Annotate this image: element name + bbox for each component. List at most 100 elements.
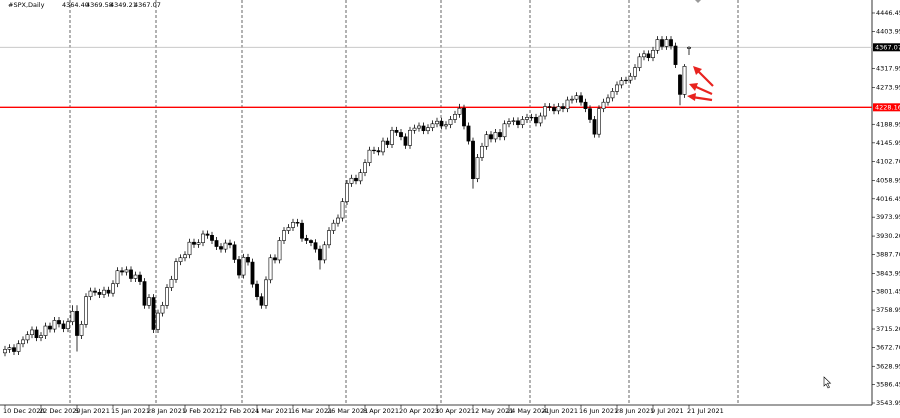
candle-body: [601, 101, 606, 109]
candle-body: [457, 107, 462, 115]
candle-body: [142, 281, 147, 306]
candle-body: [372, 149, 376, 152]
candle-body: [493, 132, 498, 140]
candle-body: [102, 289, 106, 295]
level-label: 4228.16: [875, 103, 900, 111]
candle-body: [394, 129, 399, 133]
candle-body: [160, 305, 165, 314]
candle-body: [282, 230, 286, 241]
candle-body: [255, 283, 259, 297]
candle-body: [241, 257, 246, 276]
candle-body: [363, 162, 367, 173]
candle-body: [390, 129, 394, 145]
candle-body: [169, 279, 174, 288]
x-tick-label: 24 May 2021: [507, 407, 549, 415]
candle-body: [448, 119, 453, 125]
candle-body: [367, 149, 372, 164]
candle-body: [417, 125, 421, 129]
candle-body: [300, 222, 304, 239]
candle-body: [336, 217, 340, 224]
candle-body: [345, 183, 349, 202]
y-tick-label: 4145.95: [876, 139, 900, 147]
candle-body: [3, 349, 7, 354]
candle-body: [273, 257, 277, 261]
candle-body: [237, 259, 241, 276]
candle-body: [52, 320, 57, 330]
candle-body: [151, 297, 156, 330]
x-tick-label: 16 Mar 2021: [291, 407, 332, 415]
arrows: [687, 66, 714, 102]
x-tick-label: 16 Jun 2021: [579, 407, 618, 415]
candle-body: [120, 270, 124, 273]
x-tick-label: 15 Jan 2021: [111, 407, 150, 415]
x-tick-label: 12 May 2021: [471, 407, 513, 415]
candle-body: [66, 321, 70, 329]
candle-body: [286, 227, 291, 231]
candle-body: [124, 269, 129, 273]
x-tick-label: 10 Dec 2020: [3, 407, 45, 415]
candle-body: [129, 269, 133, 279]
x-tick-label: 28 Jan 2021: [147, 407, 186, 415]
candle-body: [498, 132, 502, 138]
y-tick-label: 3586.45: [876, 381, 900, 389]
candle-body: [349, 177, 354, 184]
x-tick-label: 5 Jan 2021: [75, 407, 110, 415]
candle-body: [223, 242, 228, 250]
candle-body: [687, 46, 691, 49]
candle-body: [309, 240, 313, 243]
scroll-marker: [695, 0, 701, 3]
candle-body: [48, 325, 52, 330]
candle-body: [412, 127, 417, 131]
candle-body: [30, 329, 34, 335]
candle-body: [421, 125, 426, 132]
candle-body: [480, 145, 484, 158]
candle-body: [592, 119, 597, 135]
candle-body: [268, 257, 273, 281]
candle-body: [529, 117, 534, 119]
month-separators: [69, 0, 739, 405]
x-tick-label: 30 Apr 2021: [435, 407, 475, 415]
x-tick-label: 4 Mar 2021: [255, 407, 292, 415]
candle-body: [165, 287, 169, 306]
candle-body: [115, 270, 120, 284]
candle-body: [7, 347, 12, 350]
candle-body: [606, 97, 610, 103]
candle-body: [246, 257, 250, 263]
candle-body: [138, 274, 142, 282]
candle-body: [565, 99, 570, 109]
y-tick-label: 3973.95: [876, 213, 900, 221]
candle-body: [646, 53, 651, 58]
candle-body: [466, 125, 471, 142]
candle-body: [502, 123, 507, 138]
x-tick-label: 4 Jun 2021: [543, 407, 578, 415]
candle-body: [538, 115, 543, 124]
y-tick-label: 3628.95: [876, 362, 900, 370]
x-tick-label: 20 Apr 2021: [399, 407, 439, 415]
candle-body: [399, 132, 403, 138]
candle-body: [655, 39, 660, 51]
y-tick-label: 3887.70: [876, 250, 900, 258]
candle-body: [615, 84, 619, 92]
candle-body: [633, 67, 637, 77]
y-tick-label: 3801.45: [876, 288, 900, 296]
candle-body: [462, 107, 466, 127]
y-tick-label: 4058.95: [876, 176, 900, 184]
candle-body: [304, 238, 309, 241]
y-tick-label: 3930.20: [876, 232, 900, 240]
candle-body: [178, 257, 183, 262]
candle-body: [34, 329, 39, 339]
candle-body: [484, 134, 489, 147]
candle-body: [444, 124, 448, 127]
candle-body: [43, 325, 48, 336]
candle-body: [570, 98, 574, 101]
candle-body: [205, 233, 210, 236]
candle-body: [174, 261, 178, 280]
candle-body: [543, 106, 547, 117]
candle-body: [358, 172, 363, 182]
candle-body: [61, 323, 66, 329]
candle-body: [291, 222, 295, 228]
candle-body: [525, 117, 529, 120]
candle-body: [619, 80, 624, 86]
candle-body: [678, 74, 682, 95]
price-label-bg: [873, 43, 900, 52]
